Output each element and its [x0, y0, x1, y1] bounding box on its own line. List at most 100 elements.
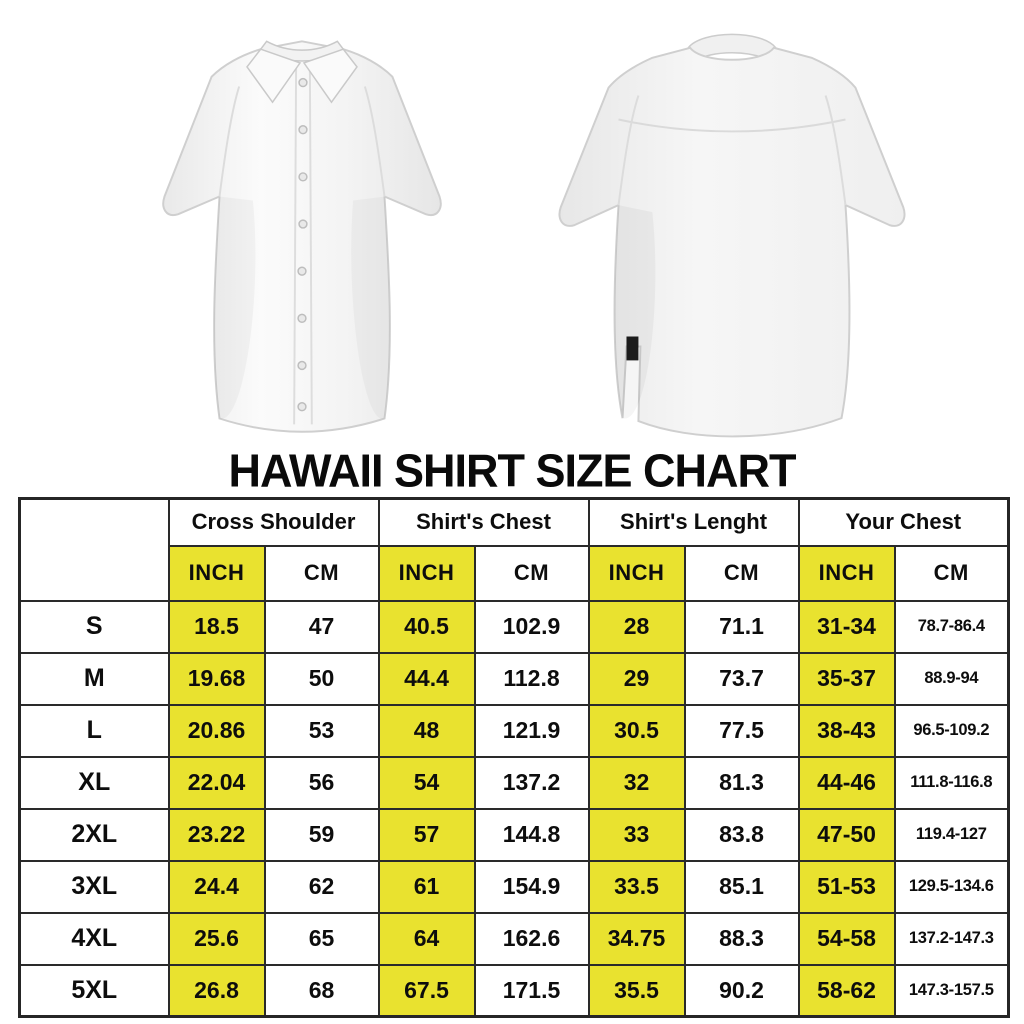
shirt-back-image — [558, 33, 906, 438]
value-cell: 73.7 — [683, 651, 800, 706]
value-cell: 59 — [263, 807, 380, 862]
value-cell: 44.4 — [377, 651, 476, 706]
table-row-m: M 19.68 50 44.4 112.8 29 73.7 35-37 88.9-94 — [18, 651, 1010, 706]
size-label-5xl: 5XL — [18, 963, 170, 1018]
value-cell: 88.9-94 — [893, 651, 1010, 706]
value-cell: 18.5 — [167, 599, 266, 654]
value-cell: 78.7-86.4 — [893, 599, 1010, 654]
value-cell: 137.2-147.3 — [893, 911, 1010, 966]
size-label-s: S — [18, 599, 170, 654]
value-cell: 54-58 — [797, 911, 896, 966]
value-cell: 38-43 — [797, 703, 896, 758]
table-body: S 18.5 47 40.5 102.9 28 71.1 31-34 78.7-86.4 M 19.… — [18, 599, 1010, 1018]
value-cell: 33 — [587, 807, 686, 862]
value-cell: 54 — [377, 755, 476, 810]
unit-header-cm-2: CM — [473, 544, 590, 602]
unit-header-cm-3: CM — [683, 544, 800, 602]
unit-header-inch-3: INCH — [587, 544, 686, 602]
value-cell: 62 — [263, 859, 380, 914]
table-row-xl: XL 22.04 56 54 137.2 32 81.3 44-46 111.8-116.8 — [18, 755, 1010, 810]
value-cell: 51-53 — [797, 859, 896, 914]
value-cell: 23.22 — [167, 807, 266, 862]
value-cell: 48 — [377, 703, 476, 758]
size-label-m: M — [18, 651, 170, 706]
group-header-4: Your Chest — [797, 497, 1010, 547]
value-cell: 68 — [263, 963, 380, 1018]
value-cell: 129.5-134.6 — [893, 859, 1010, 914]
value-cell: 26.8 — [167, 963, 266, 1018]
value-cell: 47 — [263, 599, 380, 654]
value-cell: 154.9 — [473, 859, 590, 914]
value-cell: 102.9 — [473, 599, 590, 654]
value-cell: 81.3 — [683, 755, 800, 810]
table-row-3xl: 3XL 24.4 62 61 154.9 33.5 85.1 51-53 129.5-134.6 — [18, 859, 1010, 914]
unit-header-cm-4: CM — [893, 544, 1010, 602]
value-cell: 77.5 — [683, 703, 800, 758]
group-header-2: Shirt's Chest — [377, 497, 590, 547]
value-cell: 44-46 — [797, 755, 896, 810]
table-row-l: L 20.86 53 48 121.9 30.5 77.5 38-43 96.5-109.2 — [18, 703, 1010, 758]
value-cell: 28 — [587, 599, 686, 654]
size-table: Cross Shoulder Shirt's Chest Shirt's Lengh… — [18, 497, 1011, 1018]
unit-header-inch-4: INCH — [797, 544, 896, 602]
value-cell: 35-37 — [797, 651, 896, 706]
value-cell: 56 — [263, 755, 380, 810]
value-cell: 67.5 — [377, 963, 476, 1018]
value-cell: 20.86 — [167, 703, 266, 758]
value-cell: 58-62 — [797, 963, 896, 1018]
value-cell: 85.1 — [683, 859, 800, 914]
size-label-xl: XL — [18, 755, 170, 810]
value-cell: 61 — [377, 859, 476, 914]
size-label-3xl: 3XL — [18, 859, 170, 914]
page-title: HAWAII SHIRT SIZE CHART — [228, 444, 796, 498]
value-cell: 121.9 — [473, 703, 590, 758]
unit-header-cm-1: CM — [263, 544, 380, 602]
value-cell: 162.6 — [473, 911, 590, 966]
table-header: Cross Shoulder Shirt's Chest Shirt's Lengh… — [18, 497, 1010, 602]
value-cell: 24.4 — [167, 859, 266, 914]
value-cell: 88.3 — [683, 911, 800, 966]
value-cell: 65 — [263, 911, 380, 966]
unit-header-inch-2: INCH — [377, 544, 476, 602]
unit-header-inch-1: INCH — [167, 544, 266, 602]
group-header-3: Shirt's Lenght — [587, 497, 800, 547]
shirt-tag — [626, 336, 639, 361]
value-cell: 33.5 — [587, 859, 686, 914]
shirt-front-image — [162, 40, 442, 433]
value-cell: 30.5 — [587, 703, 686, 758]
value-cell: 111.8-116.8 — [893, 755, 1010, 810]
size-label-2xl: 2XL — [18, 807, 170, 862]
value-cell: 40.5 — [377, 599, 476, 654]
table-row-5xl: 5XL 26.8 68 67.5 171.5 35.5 90.2 58-62 147.3-157… — [18, 963, 1010, 1018]
value-cell: 35.5 — [587, 963, 686, 1018]
value-cell: 19.68 — [167, 651, 266, 706]
value-cell: 31-34 — [797, 599, 896, 654]
value-cell: 34.75 — [587, 911, 686, 966]
size-label-4xl: 4XL — [18, 911, 170, 966]
value-cell: 71.1 — [683, 599, 800, 654]
value-cell: 53 — [263, 703, 380, 758]
table-row-4xl: 4XL 25.6 65 64 162.6 34.75 88.3 54-58 137.2-147.… — [18, 911, 1010, 966]
value-cell: 50 — [263, 651, 380, 706]
table-row-2xl: 2XL 23.22 59 57 144.8 33 83.8 47-50 119.4-127 — [18, 807, 1010, 862]
size-label-l: L — [18, 703, 170, 758]
value-cell: 96.5-109.2 — [893, 703, 1010, 758]
group-header-1: Cross Shoulder — [167, 497, 380, 547]
value-cell: 83.8 — [683, 807, 800, 862]
value-cell: 137.2 — [473, 755, 590, 810]
value-cell: 171.5 — [473, 963, 590, 1018]
value-cell: 32 — [587, 755, 686, 810]
value-cell: 144.8 — [473, 807, 590, 862]
value-cell: 29 — [587, 651, 686, 706]
table-row-s: S 18.5 47 40.5 102.9 28 71.1 31-34 78.7-86.4 — [18, 599, 1010, 654]
value-cell: 47-50 — [797, 807, 896, 862]
value-cell: 22.04 — [167, 755, 266, 810]
value-cell: 90.2 — [683, 963, 800, 1018]
value-cell: 147.3-157.5 — [893, 963, 1010, 1018]
corner-cell — [18, 497, 170, 602]
value-cell: 119.4-127 — [893, 807, 1010, 862]
value-cell: 25.6 — [167, 911, 266, 966]
value-cell: 112.8 — [473, 651, 590, 706]
value-cell: 57 — [377, 807, 476, 862]
value-cell: 64 — [377, 911, 476, 966]
